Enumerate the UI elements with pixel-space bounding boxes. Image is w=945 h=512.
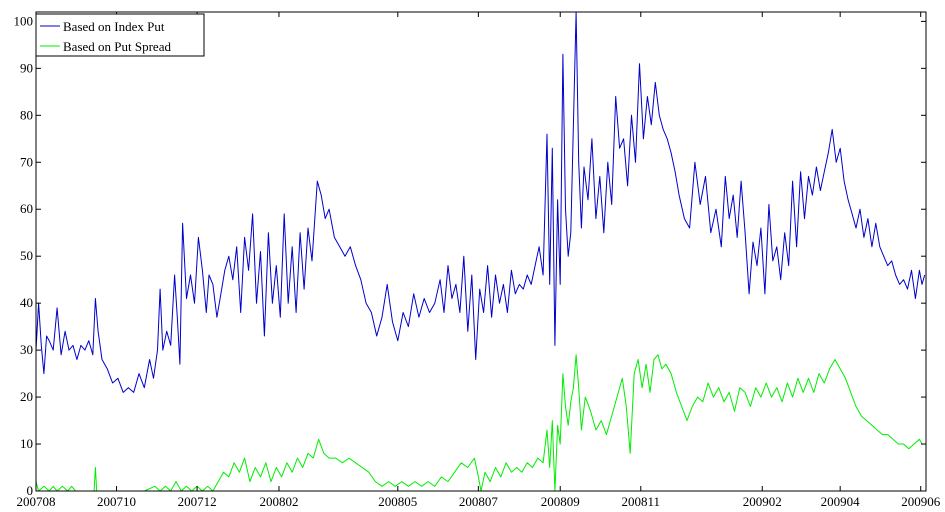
legend-label-put-spread: Based on Put Spread [63, 39, 171, 54]
y-tick-label: 0 [27, 483, 34, 498]
y-tick-label: 30 [20, 342, 33, 357]
plot-frame [35, 11, 927, 492]
y-tick-label: 10 [20, 436, 33, 451]
x-tick-label: 200805 [378, 494, 417, 509]
legend-box [35, 13, 205, 57]
x-tick-label: 200902 [743, 494, 782, 509]
series-line-put-spread [35, 354, 925, 492]
x-tick-label: 200906 [901, 494, 941, 509]
y-tick-label: 100 [14, 13, 34, 28]
plot-area [35, 11, 926, 492]
y-tick-label: 60 [20, 201, 33, 216]
x-tick-label: 200708 [17, 494, 56, 509]
y-tick-label: 70 [20, 154, 33, 169]
y-tick-label: 50 [20, 248, 33, 263]
series-line-index-put [35, 11, 926, 393]
y-tick-label: 40 [20, 295, 33, 310]
y-tick-label: 80 [20, 107, 33, 122]
x-tick-label: 200904 [821, 494, 861, 509]
x-tick-label: 200811 [622, 494, 661, 509]
x-tick-label: 200807 [459, 494, 499, 509]
x-tick-label: 200809 [541, 494, 580, 509]
legend: Based on Index Put Based on Put Spread [35, 13, 205, 57]
y-tick-label: 20 [20, 389, 33, 404]
legend-label-index-put: Based on Index Put [63, 19, 165, 34]
axes: 0 10 20 30 40 50 60 70 80 90 100 200708 200710 200712… [14, 11, 941, 509]
x-tick-label: 200710 [97, 494, 136, 509]
x-tick-label: 200802 [259, 494, 298, 509]
y-tick-label: 90 [20, 60, 33, 75]
x-tick-label: 200712 [178, 494, 217, 509]
